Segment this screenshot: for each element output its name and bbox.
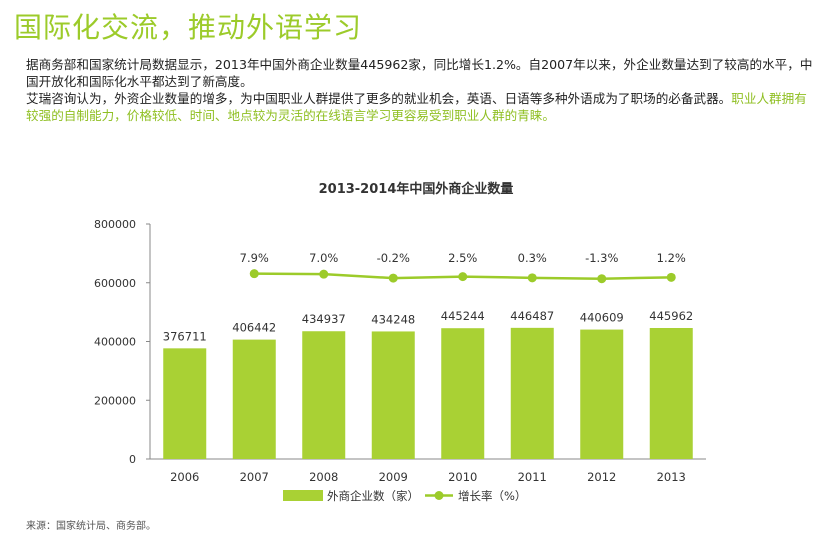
x-tick-label: 2006 xyxy=(170,470,199,484)
y-tick-label: 800000 xyxy=(94,218,136,231)
x-tick-label: 2009 xyxy=(379,470,408,484)
legend-bar-label: 外商企业数（家） xyxy=(327,489,419,503)
x-tick-label: 2011 xyxy=(518,470,547,484)
x-tick-label: 2007 xyxy=(240,470,269,484)
bar xyxy=(580,329,624,459)
x-tick-label: 2008 xyxy=(309,470,338,484)
bar xyxy=(371,331,415,459)
bar-value-label: 434937 xyxy=(302,312,346,326)
page-title: 国际化交流，推动外语学习 xyxy=(14,11,363,44)
bar xyxy=(649,327,693,459)
x-tick-label: 2013 xyxy=(657,470,686,484)
legend-bar-swatch xyxy=(283,490,323,501)
legend-line-label: 增长率（%） xyxy=(458,489,526,503)
growth-label: -1.3% xyxy=(585,251,618,265)
bar-value-label: 446487 xyxy=(510,309,554,323)
growth-label: 2.5% xyxy=(448,251,477,265)
chart-title: 2013-2014年中国外商企业数量 xyxy=(319,181,514,197)
y-tick-label: 200000 xyxy=(94,394,136,407)
bar xyxy=(232,339,276,459)
intro-paragraph-2: 艾瑞咨询认为，外资企业数量的增多，为中国职业人群提供了更多的就业机会，英语、日语… xyxy=(26,90,816,124)
growth-point xyxy=(388,273,398,283)
y-tick-label: 400000 xyxy=(94,336,136,349)
bar-value-label: 445244 xyxy=(441,309,485,323)
growth-label: -0.2% xyxy=(377,251,410,265)
x-tick-label: 2010 xyxy=(448,470,477,484)
bar-value-label: 406442 xyxy=(232,321,276,335)
growth-point xyxy=(597,274,607,284)
growth-point xyxy=(458,272,468,282)
intro-paragraph-2-plain: 艾瑞咨询认为，外资企业数量的增多，为中国职业人群提供了更多的就业机会，英语、日语… xyxy=(26,91,732,106)
bar xyxy=(163,348,207,459)
bar xyxy=(510,327,554,459)
legend-line-marker xyxy=(434,491,444,500)
growth-point xyxy=(666,272,676,282)
bar xyxy=(441,328,485,459)
growth-label: 0.3% xyxy=(518,251,547,265)
bar-value-label: 445962 xyxy=(649,309,693,323)
growth-point xyxy=(249,269,259,279)
growth-label: 1.2% xyxy=(657,251,686,265)
x-tick-label: 2012 xyxy=(587,470,616,484)
bar-value-label: 376711 xyxy=(163,329,207,343)
intro-paragraph-2-highlight: 职业人群拥有较强的自制能力，价格较低、时间、地点较为灵活的在线语言学习更容易受到… xyxy=(26,91,807,123)
growth-label: 7.9% xyxy=(240,251,269,265)
growth-point xyxy=(527,273,537,283)
intro-text: 据商务部和国家统计局数据显示，2013年中国外商企业数量445962家，同比增长… xyxy=(26,56,816,124)
y-tick-label: 600000 xyxy=(94,277,136,290)
intro-paragraph-1: 据商务部和国家统计局数据显示，2013年中国外商企业数量445962家，同比增长… xyxy=(26,57,813,89)
bar-value-label: 434248 xyxy=(371,312,415,326)
growth-label: 7.0% xyxy=(309,251,338,265)
growth-point xyxy=(319,269,329,279)
bar xyxy=(302,331,346,459)
source-note: 来源：国家统计局、商务部。 xyxy=(26,521,156,532)
y-tick-label: 0 xyxy=(129,453,136,466)
bar-value-label: 440609 xyxy=(580,311,624,325)
